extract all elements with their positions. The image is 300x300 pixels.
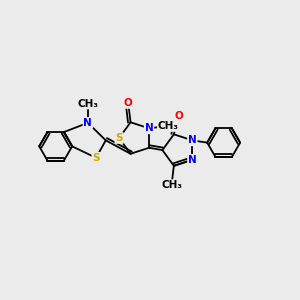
Text: N: N: [188, 155, 197, 165]
Text: O: O: [124, 98, 133, 108]
Text: O: O: [174, 111, 183, 121]
Text: S: S: [116, 133, 123, 143]
Text: CH₃: CH₃: [77, 98, 98, 109]
Text: CH₃: CH₃: [161, 180, 182, 190]
Text: S: S: [92, 153, 100, 163]
Text: N: N: [83, 118, 92, 128]
Text: N: N: [188, 135, 197, 145]
Text: CH₃: CH₃: [158, 121, 179, 131]
Text: N: N: [145, 123, 153, 133]
